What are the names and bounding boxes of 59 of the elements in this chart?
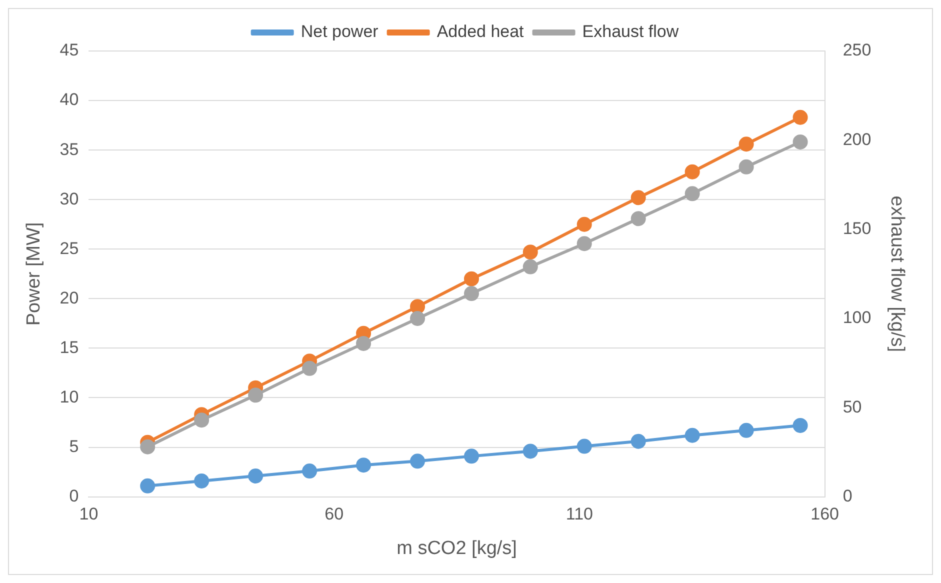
point <box>522 259 538 274</box>
point <box>140 478 156 494</box>
x-tick-label: 60 <box>324 504 344 524</box>
point <box>140 439 156 454</box>
point <box>464 271 479 286</box>
y2-tick-label: 200 <box>842 130 872 149</box>
point <box>522 244 538 260</box>
legend-label: Net power <box>300 22 379 42</box>
point <box>630 434 646 449</box>
point <box>684 428 700 443</box>
y-tick-label: 10 <box>60 387 79 406</box>
y2-axis-title: exhaust flow [kg/s] <box>886 196 908 352</box>
point <box>576 236 592 252</box>
y-tick-label: 20 <box>60 288 79 308</box>
point <box>410 310 426 326</box>
point <box>630 190 646 206</box>
x-tick-label: 160 <box>810 504 840 524</box>
y2-tick-label: 50 <box>842 397 862 416</box>
point <box>576 438 592 454</box>
point <box>522 444 538 459</box>
point <box>464 448 479 464</box>
point <box>630 211 646 226</box>
point <box>576 216 592 232</box>
point <box>792 134 808 150</box>
point <box>302 464 318 479</box>
point <box>356 336 372 351</box>
y-axis-title: Power [MW] <box>24 222 45 326</box>
point <box>356 458 372 473</box>
point <box>738 422 754 438</box>
legend-label: Added heat <box>436 22 524 42</box>
y2-tick-label: 0 <box>842 486 852 506</box>
x-axis-title: m sCO2 [kg/s] <box>396 538 517 559</box>
point <box>194 473 210 488</box>
y2-tick-label: 100 <box>842 308 872 328</box>
y-tick-label: 25 <box>60 238 79 258</box>
legend-label: Exhaust flow <box>582 22 680 42</box>
point <box>410 299 426 314</box>
point <box>738 136 754 152</box>
y-tick-label: 15 <box>60 338 79 357</box>
y2-tick-label: 250 <box>842 40 872 60</box>
point <box>792 110 808 125</box>
y-tick-label: 35 <box>60 140 79 159</box>
point <box>302 360 318 376</box>
point <box>792 418 808 433</box>
point <box>684 164 700 180</box>
point <box>410 454 426 469</box>
point <box>684 186 700 202</box>
point <box>738 159 754 174</box>
y-tick-label: 30 <box>60 189 79 208</box>
y2-tick-label: 150 <box>842 219 872 238</box>
x-tick-label: 110 <box>566 504 594 524</box>
y-tick-label: 40 <box>60 90 79 110</box>
y-tick-label: 5 <box>69 436 79 456</box>
point <box>248 468 264 484</box>
y-tick-label: 45 <box>60 40 79 60</box>
point <box>248 388 264 403</box>
point <box>194 412 210 428</box>
y-tick-label: 0 <box>69 486 79 506</box>
point <box>464 286 479 302</box>
